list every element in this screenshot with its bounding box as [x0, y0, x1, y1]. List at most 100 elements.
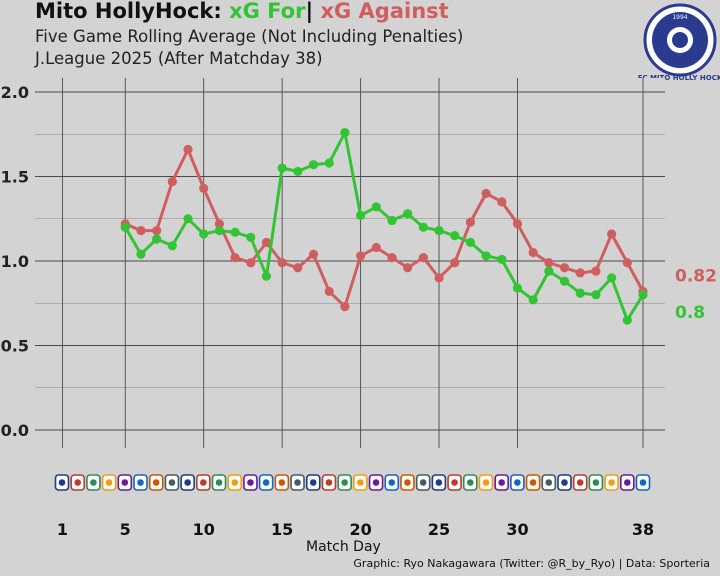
xg-for-point — [403, 209, 413, 219]
opponent-badge-37-emblem — [623, 479, 631, 486]
xg-for-point — [199, 229, 209, 239]
xg-for-point — [528, 295, 538, 305]
xg-against-line — [124, 148, 645, 309]
xg-for-point — [293, 166, 303, 177]
chart-title: Mito HollyHock: xG For| xG Against — [35, 0, 449, 23]
xg-for-point — [465, 237, 476, 248]
opponent-badge-14-emblem — [262, 479, 270, 486]
xg-against-point — [340, 302, 350, 312]
xg-for-point — [638, 290, 648, 300]
xg-against-point — [136, 225, 146, 236]
club-logo-year: 1994 — [672, 14, 687, 21]
opponent-badge-15-emblem — [278, 479, 286, 486]
x-tick-label: 15 — [271, 520, 293, 539]
title-separator: | — [305, 0, 314, 23]
xg-against-point — [355, 251, 366, 261]
xg-against-point — [434, 273, 444, 283]
xg-against-point — [308, 249, 319, 259]
y-tick-label: 0.5 — [1, 337, 29, 356]
opponent-badge-30-emblem — [514, 479, 521, 486]
xg-for-point — [622, 315, 632, 325]
xg-for-point — [512, 283, 523, 293]
xg-against-point — [214, 219, 224, 229]
xg-for-point — [544, 266, 554, 276]
xg-for-point — [481, 251, 491, 261]
opponent-badge-24-emblem — [419, 479, 427, 486]
xg-against-point — [199, 183, 209, 193]
x-axis-label: Match Day — [306, 539, 381, 555]
opponent-badge-27-emblem — [466, 479, 474, 486]
xg-for-end-label: 0.8 — [675, 303, 705, 323]
opponent-badge-9-emblem — [184, 479, 191, 486]
opponent-badge-22-emblem — [388, 479, 396, 486]
opponent-badge-10-emblem — [200, 479, 207, 486]
xg-against-point — [183, 144, 193, 155]
opponent-badge-6-emblem — [137, 479, 144, 486]
opponent-badge-29-emblem — [498, 479, 505, 486]
x-tick-label: 25 — [428, 520, 450, 539]
xg-for-point — [387, 215, 397, 226]
xg-against-point — [497, 197, 507, 207]
xg-against-point — [481, 188, 491, 198]
xg-against-point — [559, 263, 570, 273]
opponent-badge-5-emblem — [121, 479, 129, 486]
xg-against-point — [465, 217, 476, 227]
chart-subtitle-season: J.League 2025 (After Matchday 38) — [35, 49, 323, 68]
xg-against-point — [450, 258, 460, 268]
opponent-badge-21-emblem — [372, 479, 380, 486]
opponent-badge-2-emblem — [74, 479, 82, 486]
xg-for-point — [230, 227, 240, 237]
xg-against-point — [324, 286, 334, 297]
xg-against-point — [246, 258, 256, 268]
xg-against-point — [152, 225, 162, 236]
xg-against-point — [230, 253, 240, 263]
opponent-badge-12-emblem — [231, 479, 239, 486]
x-tick-label: 30 — [506, 520, 528, 539]
y-tick-label: 1.5 — [1, 168, 29, 187]
xg-against-point — [622, 258, 632, 268]
xg-for-point — [575, 288, 585, 298]
xg-for-point — [418, 222, 428, 232]
xg-for-point — [559, 276, 570, 286]
x-tick-label: 5 — [120, 520, 131, 539]
xg-against-point — [544, 258, 554, 268]
xg-for-point — [434, 225, 444, 236]
xg-for-point — [371, 202, 381, 212]
opponent-badge-25-emblem — [435, 479, 443, 486]
xg-against-point — [167, 176, 177, 187]
xg-for-point — [246, 232, 256, 242]
opponent-badge-7-emblem — [152, 479, 160, 486]
x-tick-label: 10 — [193, 520, 215, 539]
y-tick-label: 0.0 — [1, 421, 29, 440]
xg-for-point — [167, 241, 177, 251]
xg-against-point — [607, 229, 617, 239]
xg-for-line — [124, 131, 645, 322]
opponent-badge-17-emblem — [309, 479, 317, 486]
xg-for-point — [591, 290, 601, 300]
club-logo-text: FC MITO HOLLY HOCK — [638, 74, 720, 82]
xg-against-end-label: 0.82 — [675, 266, 717, 286]
xg-for-point — [340, 127, 350, 138]
xg-for-point — [277, 163, 287, 173]
xg-for-point — [497, 254, 507, 264]
x-tick-label: 1 — [57, 520, 68, 539]
opponent-badge-28-emblem — [482, 479, 490, 486]
xg-against-point — [387, 253, 397, 263]
xg-for-point — [607, 273, 617, 283]
title-xg-against: xG Against — [320, 0, 449, 23]
xg-for-point — [324, 158, 334, 168]
opponent-badge-18-emblem — [325, 479, 333, 486]
xg-for-point — [450, 231, 460, 241]
opponent-badge-20-emblem — [357, 479, 364, 486]
xg-against-point — [575, 268, 585, 278]
opponent-badge-11-emblem — [215, 479, 223, 486]
y-tick-label: 1.0 — [1, 252, 29, 271]
opponent-badge-33-emblem — [561, 479, 568, 486]
xg-against-point — [403, 263, 413, 273]
x-tick-label: 20 — [349, 520, 371, 539]
opponent-badge-32-emblem — [545, 479, 553, 486]
opponent-badge-34-emblem — [576, 479, 584, 486]
xg-for-point — [120, 222, 130, 232]
opponent-badge-36-emblem — [608, 479, 615, 486]
